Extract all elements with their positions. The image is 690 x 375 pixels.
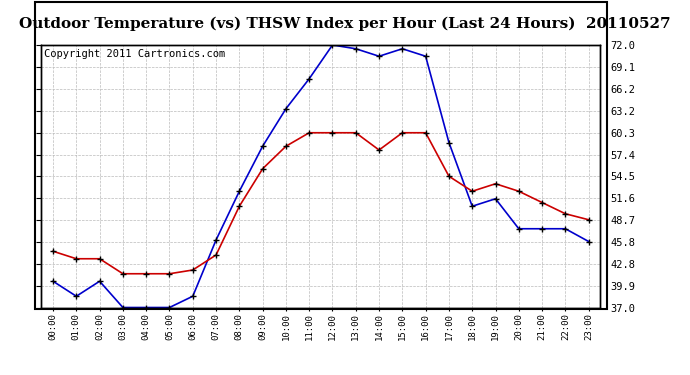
Text: Copyright 2011 Cartronics.com: Copyright 2011 Cartronics.com <box>44 49 226 59</box>
Text: Outdoor Temperature (vs) THSW Index per Hour (Last 24 Hours)  20110527: Outdoor Temperature (vs) THSW Index per … <box>19 17 671 31</box>
